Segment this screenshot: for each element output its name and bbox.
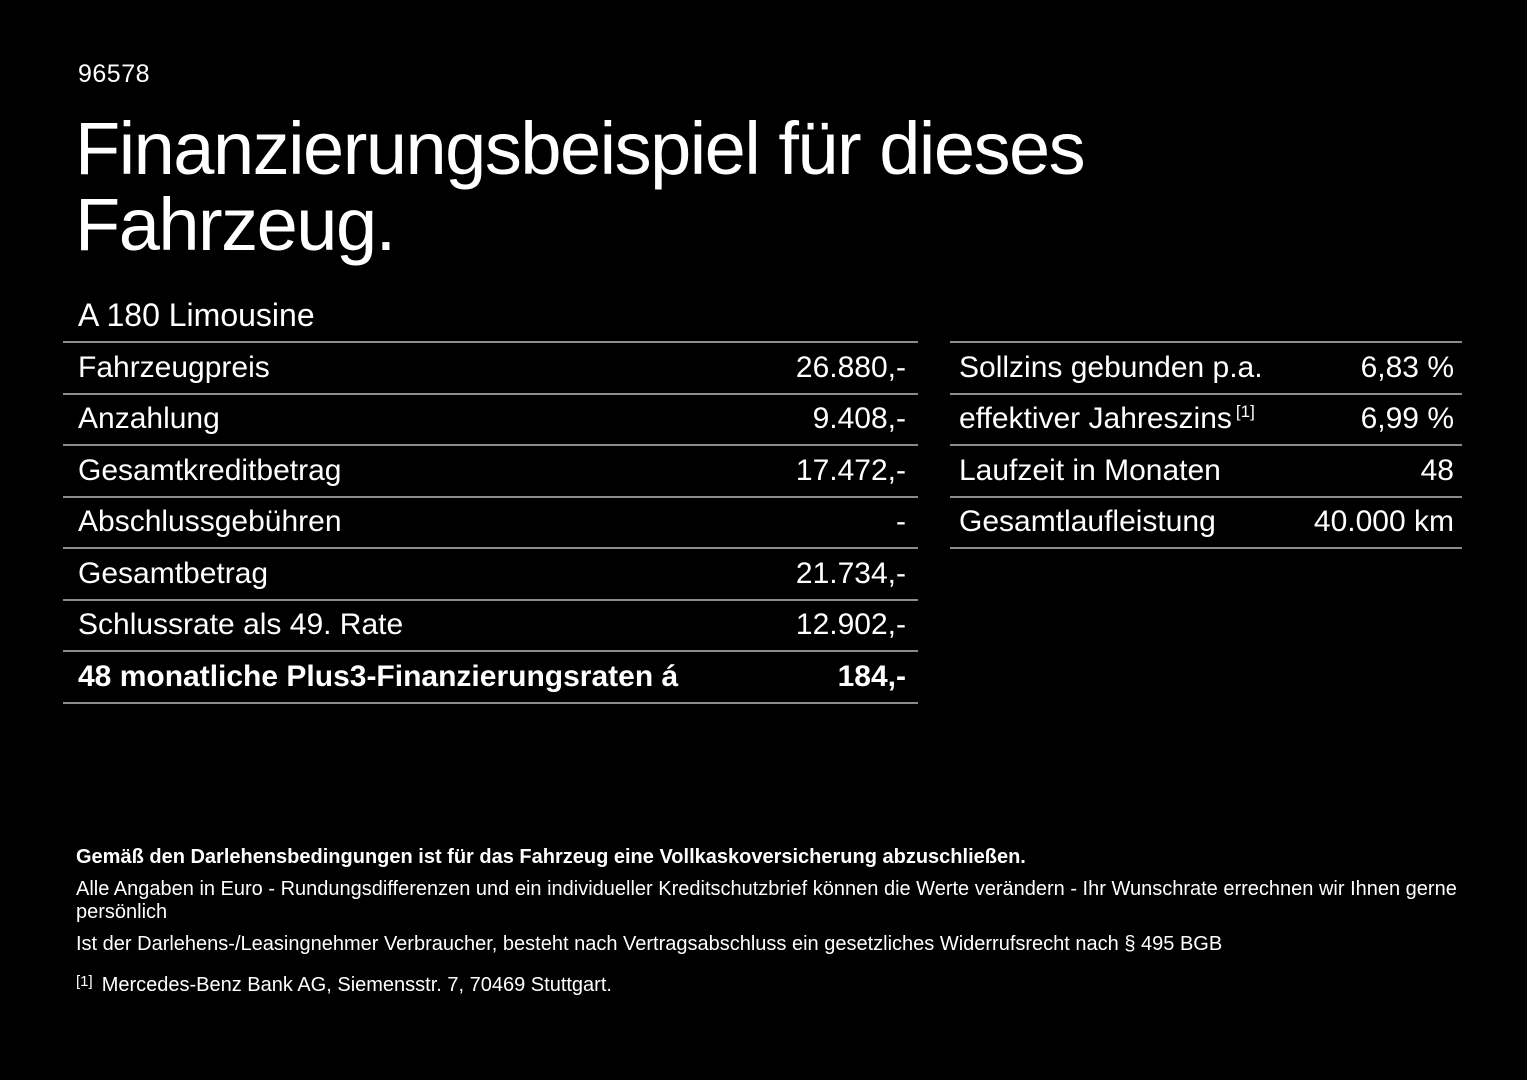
row-label: Laufzeit in Monaten <box>959 454 1225 488</box>
conditions-table: Sollzins gebunden p.a. 6,83 % effektiver… <box>950 341 1462 549</box>
row-label-text: Sollzins gebunden p.a. <box>959 350 1263 384</box>
page-title: Finanzierungsbeispiel für dieses Fahrzeu… <box>75 107 1086 266</box>
financing-table: Fahrzeugpreis 26.880,- Anzahlung 9.408,-… <box>63 341 918 704</box>
row-value: 21.734,- <box>795 556 906 590</box>
row-value: 40.000 km <box>1313 505 1454 539</box>
row-label: Schlussrate als 49. Rate <box>78 608 404 642</box>
financing-table-row: Schlussrate als 49. Rate 12.902,- <box>63 598 918 651</box>
financing-table-row: Anzahlung 9.408,- <box>63 392 918 445</box>
row-value: 6,83 % <box>1360 350 1454 384</box>
row-label: Fahrzeugpreis <box>78 350 270 384</box>
bank-note: [1] Mercedes-Benz Bank AG, Siemensstr. 7,… <box>76 970 1466 997</box>
row-label: Gesamtbetrag <box>78 556 269 590</box>
row-label-text: Laufzeit in Monaten <box>959 453 1221 487</box>
financing-table-row: 48 monatliche Plus3-Finanzierungsraten á… <box>63 650 918 702</box>
financing-table-row: Fahrzeugpreis 26.880,- <box>63 341 918 393</box>
row-value: - <box>896 505 906 539</box>
footnote-ref: [1] <box>1235 402 1255 422</box>
conditions-table-row: effektiver Jahreszins [1] 6,99 % <box>950 392 1462 445</box>
row-label: Gesamtlaufleistung <box>959 505 1220 539</box>
page-title-line-2: Fahrzeug. <box>75 183 396 266</box>
row-value: 48 <box>1420 453 1454 487</box>
bank-note-text: Mercedes-Benz Bank AG, Siemensstr. 7, 70… <box>101 974 612 996</box>
financing-table-row: Gesamtkreditbetrag 17.472,- <box>63 444 918 496</box>
row-value: 17.472,- <box>795 453 906 487</box>
page-title-line-1: Finanzierungsbeispiel für dieses <box>75 107 1086 190</box>
row-label-text: effektiver Jahreszins <box>959 402 1232 436</box>
row-value: 184,- <box>837 659 906 693</box>
row-label: Gesamtkreditbetrag <box>78 453 342 487</box>
footnotes: Gemäß den Darlehensbedingungen ist für d… <box>76 846 1466 1006</box>
conditions-table-row: Gesamtlaufleistung 40.000 km <box>950 495 1462 548</box>
row-label: Anzahlung <box>78 402 220 436</box>
row-label: Sollzins gebunden p.a. <box>959 351 1267 385</box>
row-label: effektiver Jahreszins [1] <box>959 402 1255 436</box>
row-label: 48 monatliche Plus3-Finanzierungsraten á <box>78 659 679 693</box>
withdrawal-note: Ist der Darlehens-/Leasingnehmer Verbrau… <box>76 933 1223 955</box>
row-value: 26.880,- <box>795 350 906 384</box>
financing-table-row: Abschlussgebühren - <box>63 495 918 548</box>
conditions-table-row: Laufzeit in Monaten 48 <box>950 444 1462 496</box>
insurance-note: Gemäß den Darlehensbedingungen ist für d… <box>76 846 1026 868</box>
row-label: Abschlussgebühren <box>78 505 342 539</box>
row-value: 9.408,- <box>812 402 906 436</box>
row-label-text: Gesamtlaufleistung <box>959 505 1216 539</box>
vehicle-model: A 180 Limousine <box>78 297 315 333</box>
doc-number: 96578 <box>78 60 151 88</box>
conditions-table-row: Sollzins gebunden p.a. 6,83 % <box>950 341 1462 393</box>
row-value: 6,99 % <box>1360 402 1454 436</box>
footnote-ref-marker: [1] <box>76 973 93 990</box>
rounding-note: Alle Angaben in Euro - Rundungsdifferenz… <box>76 878 1457 923</box>
row-value: 12.902,- <box>795 608 906 642</box>
financing-table-row: Gesamtbetrag 21.734,- <box>63 547 918 599</box>
